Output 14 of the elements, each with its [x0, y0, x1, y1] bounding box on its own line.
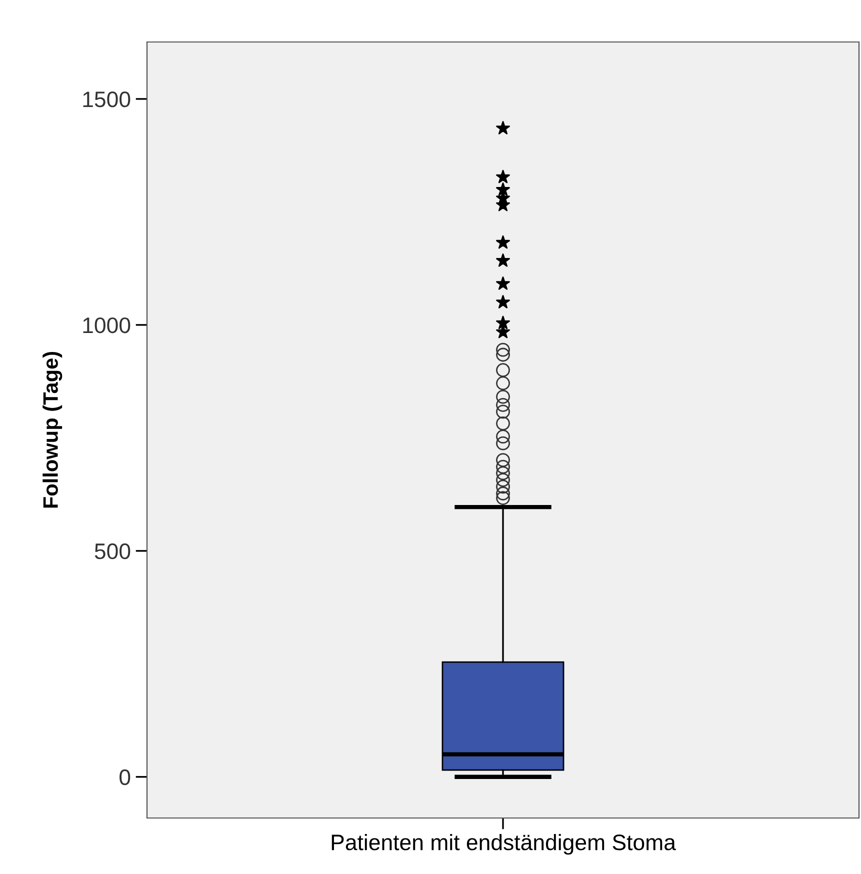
y-tick-label: 500: [94, 543, 130, 560]
point: [496, 276, 510, 290]
point: [496, 295, 510, 308]
y-tick-label: 0: [120, 769, 130, 786]
y-tick-label: 1500: [83, 91, 130, 108]
x-tick-label: Patienten mit endständigem Stoma: [332, 834, 676, 855]
y-axis-title: Followup (Tage): [42, 352, 62, 508]
point: [496, 170, 510, 184]
point: [496, 316, 510, 330]
y-tick-label: 1000: [83, 317, 130, 334]
point: [496, 121, 510, 134]
point: [496, 182, 510, 196]
point: [496, 235, 510, 249]
point: [496, 253, 510, 267]
